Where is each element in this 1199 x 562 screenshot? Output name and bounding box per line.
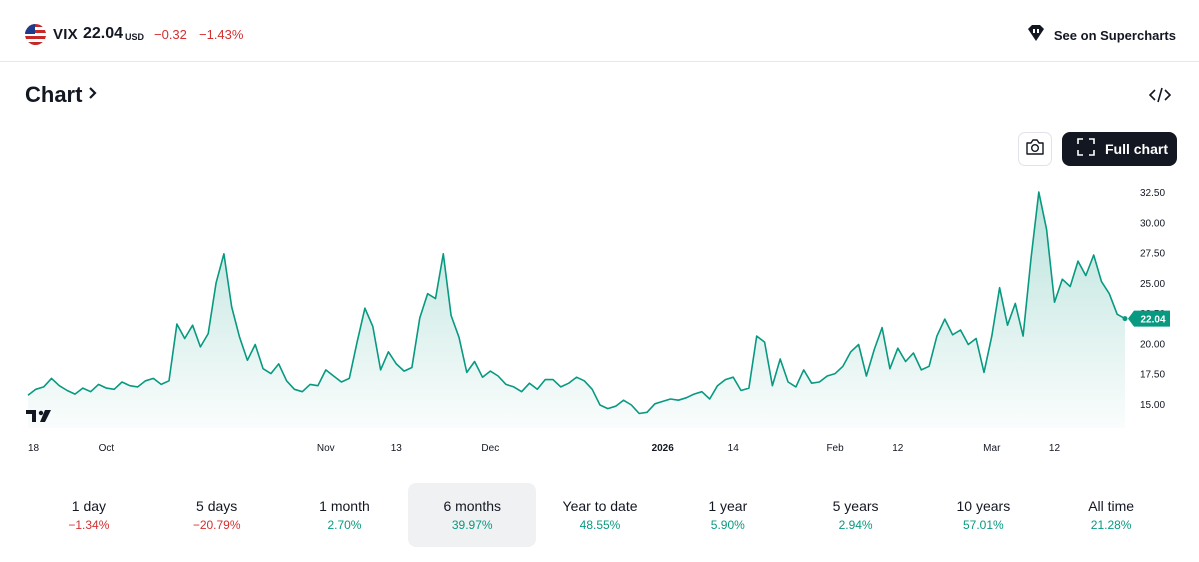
- range-label: 1 month: [319, 498, 370, 514]
- symbol-name: VIX: [53, 26, 78, 43]
- range-tab[interactable]: 5 days −20.79%: [153, 483, 281, 547]
- range-tab[interactable]: 5 years 2.94%: [792, 483, 920, 547]
- y-axis-tick-label: 25.00: [1140, 279, 1165, 290]
- range-tab[interactable]: 10 years 57.01%: [919, 483, 1047, 547]
- range-tab[interactable]: Year to date 48.55%: [536, 483, 664, 547]
- last-price-dot: [1122, 316, 1128, 322]
- range-change: 2.94%: [838, 518, 873, 532]
- range-change: 48.55%: [579, 518, 621, 532]
- code-icon: [1148, 87, 1172, 110]
- y-axis-tick-label: 32.50: [1140, 188, 1165, 199]
- y-axis-tick-label: 17.50: [1140, 370, 1165, 381]
- tradingview-logo-icon: [26, 410, 51, 422]
- us-flag-icon: [25, 24, 46, 45]
- x-axis-tick-label: Dec: [481, 443, 499, 454]
- last-price-label: 22.04: [1140, 315, 1165, 326]
- price-line: [27, 191, 1126, 415]
- snapshot-button[interactable]: [1018, 132, 1052, 166]
- range-change: −20.79%: [192, 518, 241, 532]
- range-label: 5 years: [832, 498, 879, 514]
- section-title: Chart: [25, 82, 83, 107]
- range-change: 39.97%: [451, 518, 493, 532]
- currency-code: USD: [125, 32, 145, 42]
- embed-code-button[interactable]: [1148, 84, 1172, 106]
- range-label: 5 days: [196, 498, 238, 514]
- full-chart-label: Full chart: [1105, 141, 1169, 157]
- chart-section-link[interactable]: Chart: [25, 82, 98, 108]
- symbol-header: VIX 22.04 USD −0.32 −1.43% See on Superc…: [0, 0, 1199, 62]
- supercharts-logo-icon: [1026, 23, 1046, 48]
- x-axis-tick-label: Nov: [317, 443, 335, 454]
- range-change: 5.90%: [710, 518, 745, 532]
- range-label: 1 year: [708, 498, 748, 514]
- range-label: All time: [1088, 498, 1135, 514]
- range-change: 2.70%: [327, 518, 362, 532]
- range-change: 21.28%: [1090, 518, 1132, 532]
- x-axis-tick-label: 13: [391, 443, 403, 454]
- y-axis-tick-label: 30.00: [1140, 218, 1165, 229]
- x-axis-tick-label: Feb: [826, 443, 844, 454]
- range-label: 1 day: [71, 498, 107, 514]
- expand-icon: [1077, 137, 1095, 161]
- y-axis-tick-label: 15.00: [1140, 400, 1165, 411]
- performance-range-tabs: 1 day −1.34% 5 days −20.79% 1 month 2.70% 6…: [25, 483, 1175, 547]
- range-tab[interactable]: 1 month 2.70%: [281, 483, 409, 547]
- range-tab[interactable]: 6 months 39.97%: [408, 483, 537, 547]
- range-label: 10 years: [956, 498, 1011, 514]
- last-price: 22.04: [83, 25, 124, 42]
- see-on-supercharts-link[interactable]: See on Supercharts: [1026, 24, 1176, 46]
- price-chart[interactable]: 32.5030.0027.5025.0022.5020.0017.5015.00…: [0, 170, 1199, 460]
- price-change-percent: −1.43%: [199, 27, 244, 42]
- full-chart-button[interactable]: Full chart: [1062, 132, 1177, 166]
- supercharts-label: See on Supercharts: [1053, 27, 1176, 43]
- x-axis-tick-label: Oct: [99, 443, 115, 454]
- x-axis-tick-label: 12: [1049, 443, 1061, 454]
- range-label: Year to date: [562, 498, 638, 514]
- x-axis-tick-label: 12: [892, 443, 904, 454]
- camera-icon: [1025, 138, 1045, 161]
- price-area-fill: [28, 192, 1125, 428]
- y-axis-tick-label: 27.50: [1140, 249, 1165, 260]
- x-axis-tick-label: 18: [28, 443, 40, 454]
- x-axis-tick-label: 2026: [652, 443, 675, 454]
- range-change: −1.34%: [68, 518, 110, 532]
- price-change: −0.32: [154, 27, 187, 42]
- range-change: 57.01%: [963, 518, 1004, 532]
- range-tab[interactable]: All time 21.28%: [1047, 483, 1175, 547]
- last-price-marker: [1128, 310, 1170, 327]
- y-axis-tick-label: 20.00: [1140, 339, 1165, 350]
- range-label: 6 months: [443, 498, 502, 514]
- chevron-right-icon: [88, 86, 98, 105]
- range-tab[interactable]: 1 year 5.90%: [664, 483, 792, 547]
- x-axis-tick-label: Mar: [983, 443, 1001, 454]
- x-axis-tick-label: 14: [728, 443, 740, 454]
- range-tab[interactable]: 1 day −1.34%: [25, 483, 153, 547]
